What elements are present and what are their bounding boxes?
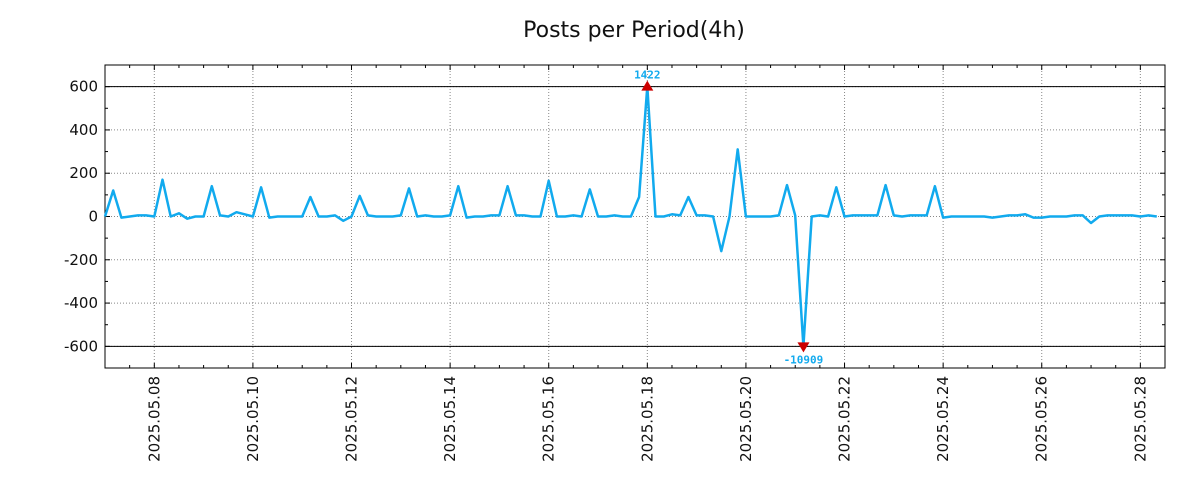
series-layer: [103, 85, 1157, 348]
chart-title: Posts per Period(4h): [523, 18, 745, 43]
trough-label: -10909: [784, 353, 824, 366]
x-tick-label: 2025.05.14: [441, 376, 459, 462]
x-tick-label: 2025.05.22: [836, 376, 854, 462]
peak-marker: [641, 80, 654, 91]
y-tick-label: 400: [69, 121, 98, 139]
y-tick-label: -400: [64, 294, 98, 312]
y-tick-label: -200: [64, 251, 98, 269]
x-tick-label: 2025.05.24: [934, 376, 952, 462]
y-tick-label: 600: [69, 78, 98, 96]
grid-lines: [105, 65, 1165, 368]
annotations: 1422 -10909: [634, 69, 823, 367]
x-tick-label: 2025.05.28: [1131, 376, 1149, 462]
y-axis-tick-labels: -600 -400 -200 0 200 400 600: [64, 78, 98, 356]
x-tick-label: 2025.05.26: [1033, 376, 1051, 462]
series-line-posts: [103, 85, 1157, 348]
axis-ticks: [104, 64, 1166, 369]
y-tick-label: -600: [64, 337, 98, 355]
trough-marker: [797, 342, 810, 353]
x-axis-tick-labels: 2025.05.08 2025.05.10 2025.05.12 2025.05.14…: [145, 376, 1149, 462]
x-tick-label: 2025.05.12: [343, 376, 361, 462]
y-tick-label: 200: [69, 164, 98, 182]
x-tick-label: 2025.05.10: [244, 376, 262, 462]
y-tick-label: 0: [88, 208, 98, 226]
x-tick-label: 2025.05.18: [638, 376, 656, 462]
reference-lines: [105, 86, 1165, 347]
x-tick-label: 2025.05.20: [737, 376, 755, 462]
x-tick-label: 2025.05.08: [145, 376, 163, 462]
x-tick-label: 2025.05.16: [540, 376, 558, 462]
peak-label: 1422: [634, 69, 661, 82]
